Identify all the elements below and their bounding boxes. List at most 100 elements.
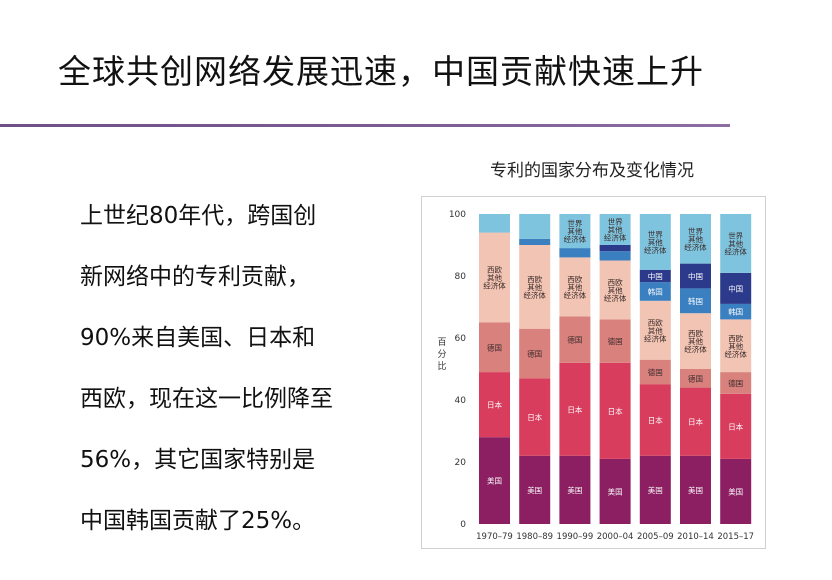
bar-segment bbox=[720, 393, 752, 459]
bar-segment bbox=[599, 319, 631, 363]
bar-segment bbox=[559, 455, 591, 524]
bar-segment bbox=[519, 328, 551, 379]
segment-label: 经济体 bbox=[564, 290, 587, 300]
segment-label: 中国 bbox=[728, 283, 743, 293]
bar-segment bbox=[639, 359, 671, 385]
segment-label: 日本 bbox=[648, 415, 663, 425]
bar-segment bbox=[519, 378, 551, 456]
title-divider bbox=[0, 124, 730, 127]
segment-label: 西欧 bbox=[487, 265, 502, 275]
segment-label: 其他 bbox=[567, 282, 582, 292]
bar-segment bbox=[720, 372, 752, 394]
bar-segment bbox=[559, 257, 591, 317]
bar-segment bbox=[680, 455, 711, 524]
segment-label: 美国 bbox=[688, 485, 703, 495]
y-axis-label: 比 bbox=[437, 360, 446, 372]
bar-segment bbox=[599, 362, 631, 459]
x-tick-label: 1970–79 bbox=[476, 532, 513, 542]
body-line-2: 新网络中的专利贡献， bbox=[80, 264, 310, 290]
body-text: 上世纪80年代，跨国创 新网络中的专利贡献， 90%来自美国、日本和 西欧，现在… bbox=[80, 195, 410, 561]
segment-label: 西欧 bbox=[688, 328, 703, 338]
chart-frame: 0 20 40 60 80 100 百分比美国 日本 德国 西欧 其他 经济体 1970–79 美国 日本德… bbox=[421, 196, 766, 549]
segment-label: 德国 bbox=[648, 367, 663, 377]
x-tick-label: 2015–17 bbox=[717, 532, 754, 542]
bar-segment bbox=[599, 251, 631, 261]
segment-label: 经济体 bbox=[564, 234, 587, 244]
segment-label: 西欧 bbox=[567, 274, 582, 284]
segment-label: 经济体 bbox=[684, 242, 707, 252]
segment-label: 经济体 bbox=[644, 333, 667, 343]
segment-label: 西欧 bbox=[527, 274, 542, 284]
segment-label: 德国 bbox=[527, 349, 542, 359]
segment-label: 经济体 bbox=[724, 246, 747, 256]
body-line-3: 90%来自美国、日本和 bbox=[80, 325, 316, 351]
x-tick-label: 2000–04 bbox=[597, 532, 634, 542]
segment-label: 美国 bbox=[567, 485, 582, 495]
x-tick-label: 2005–09 bbox=[637, 532, 674, 542]
bar-segment bbox=[559, 214, 591, 249]
bar-segment bbox=[680, 387, 711, 456]
segment-label: 西欧 bbox=[648, 317, 663, 327]
y-tick-label: 40 bbox=[455, 396, 467, 406]
y-tick-label: 100 bbox=[449, 210, 466, 220]
y-tick-label: 0 bbox=[460, 520, 466, 530]
segment-label: 其他 bbox=[608, 225, 624, 235]
segment-label: 韩国 bbox=[728, 307, 743, 317]
bar-segment bbox=[639, 282, 671, 301]
x-tick-label: 2010–14 bbox=[677, 532, 714, 542]
bar-segment bbox=[559, 362, 591, 456]
segment-label: 经济体 bbox=[523, 290, 546, 300]
bar-segment bbox=[720, 458, 752, 524]
bar-segment bbox=[720, 272, 752, 304]
segment-label: 其他 bbox=[567, 226, 582, 236]
segment-label: 德国 bbox=[608, 336, 623, 346]
bar-segment bbox=[720, 303, 752, 320]
y-tick-label: 20 bbox=[455, 458, 467, 468]
segment-label: 美国 bbox=[608, 486, 623, 496]
bar-segment bbox=[680, 214, 711, 264]
x-tick-label: 1990–99 bbox=[557, 532, 594, 542]
bar-segment bbox=[599, 214, 631, 245]
bar-segment bbox=[599, 245, 631, 252]
segment-label: 美国 bbox=[728, 486, 743, 496]
bar-segment bbox=[479, 214, 510, 233]
y-tick-label: 80 bbox=[455, 272, 467, 282]
segment-label: 韩国 bbox=[648, 287, 663, 297]
segment-label: 德国 bbox=[728, 378, 743, 388]
bar-segment bbox=[479, 232, 510, 323]
segment-label: 经济体 bbox=[644, 245, 667, 255]
segment-label: 世界 bbox=[728, 230, 743, 240]
segment-label: 经济体 bbox=[604, 293, 627, 303]
segment-label: 美国 bbox=[527, 485, 542, 495]
segment-label: 西欧 bbox=[608, 277, 624, 287]
segment-label: 西欧 bbox=[728, 333, 743, 343]
body-line-6: 中国韩国贡献了25%。 bbox=[80, 508, 316, 534]
bar-segment bbox=[639, 269, 671, 283]
segment-label: 其他 bbox=[728, 341, 743, 351]
segment-label: 美国 bbox=[648, 485, 663, 495]
bar-segment bbox=[680, 263, 711, 289]
segment-label: 经济体 bbox=[724, 349, 747, 359]
bar-segment bbox=[519, 245, 551, 329]
segment-label: 美国 bbox=[487, 476, 502, 486]
segment-label: 其他 bbox=[487, 273, 502, 283]
bar-segment bbox=[559, 316, 591, 363]
bar-segment bbox=[479, 322, 510, 373]
segment-label: 世界 bbox=[688, 226, 703, 236]
segment-label: 韩国 bbox=[688, 296, 703, 306]
bar-segment bbox=[599, 458, 631, 524]
segment-label: 德国 bbox=[688, 373, 703, 383]
segment-label: 中国 bbox=[648, 271, 663, 281]
bar-segment bbox=[639, 384, 671, 456]
chart-caption: 专利的国家分布及变化情况 bbox=[490, 161, 694, 181]
body-line-4: 西欧，现在这一比例降至 bbox=[80, 386, 333, 412]
slide-title: 全球共创网络发展迅速，中国贡献快速上升 bbox=[58, 52, 704, 91]
segment-label: 其他 bbox=[648, 325, 663, 335]
segment-label: 世界 bbox=[648, 229, 663, 239]
segment-label: 其他 bbox=[648, 237, 663, 247]
segment-label: 日本 bbox=[567, 404, 582, 414]
y-axis-label: 百 bbox=[437, 337, 446, 348]
bar-segment bbox=[639, 455, 671, 524]
segment-label: 日本 bbox=[728, 421, 743, 431]
bar-segment bbox=[479, 372, 510, 438]
